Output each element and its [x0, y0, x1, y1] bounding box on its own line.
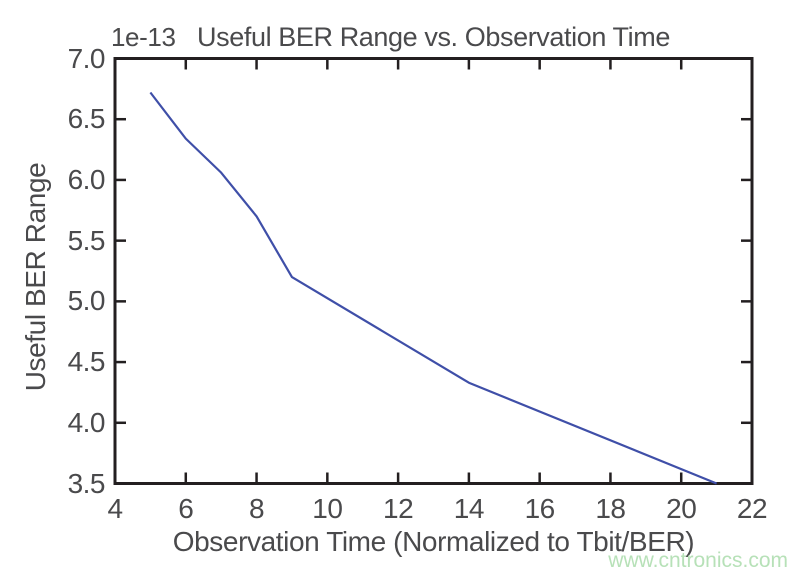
- y-tick-label: 6.5: [67, 103, 106, 135]
- x-tick-label: 20: [666, 493, 697, 524]
- x-tick-label: 16: [524, 493, 556, 524]
- x-tick-label: 4: [107, 493, 123, 524]
- x-tick-label: 14: [453, 493, 485, 524]
- y-tick-label: 5.5: [67, 224, 106, 256]
- y-tick-label: 4.5: [67, 346, 106, 378]
- watermark: www.cntronics.com: [608, 549, 788, 572]
- chart-title: Useful BER Range vs. Observation Time: [197, 22, 670, 52]
- x-tick-label: 8: [249, 493, 265, 524]
- y-tick-label: 5.0: [67, 285, 106, 317]
- x-axis-label: Observation Time (Normalized to Tbit/BER…: [172, 526, 695, 557]
- y-tick-label: 6.0: [67, 163, 106, 195]
- y-tick-label: 7.0: [67, 42, 106, 74]
- axes-frame: [113, 57, 754, 485]
- y-tick-label: 4.0: [67, 406, 106, 438]
- x-tick-label: 18: [595, 493, 626, 524]
- y-axis-offset-label: 1e-13: [111, 22, 176, 52]
- y-tick-label: 3.5: [67, 467, 106, 499]
- x-tick-label: 10: [312, 493, 343, 524]
- x-tick-label: 22: [736, 493, 768, 524]
- x-tick-label: 6: [178, 493, 194, 524]
- x-tick-label: 12: [383, 493, 414, 524]
- data-line: [149, 91, 718, 485]
